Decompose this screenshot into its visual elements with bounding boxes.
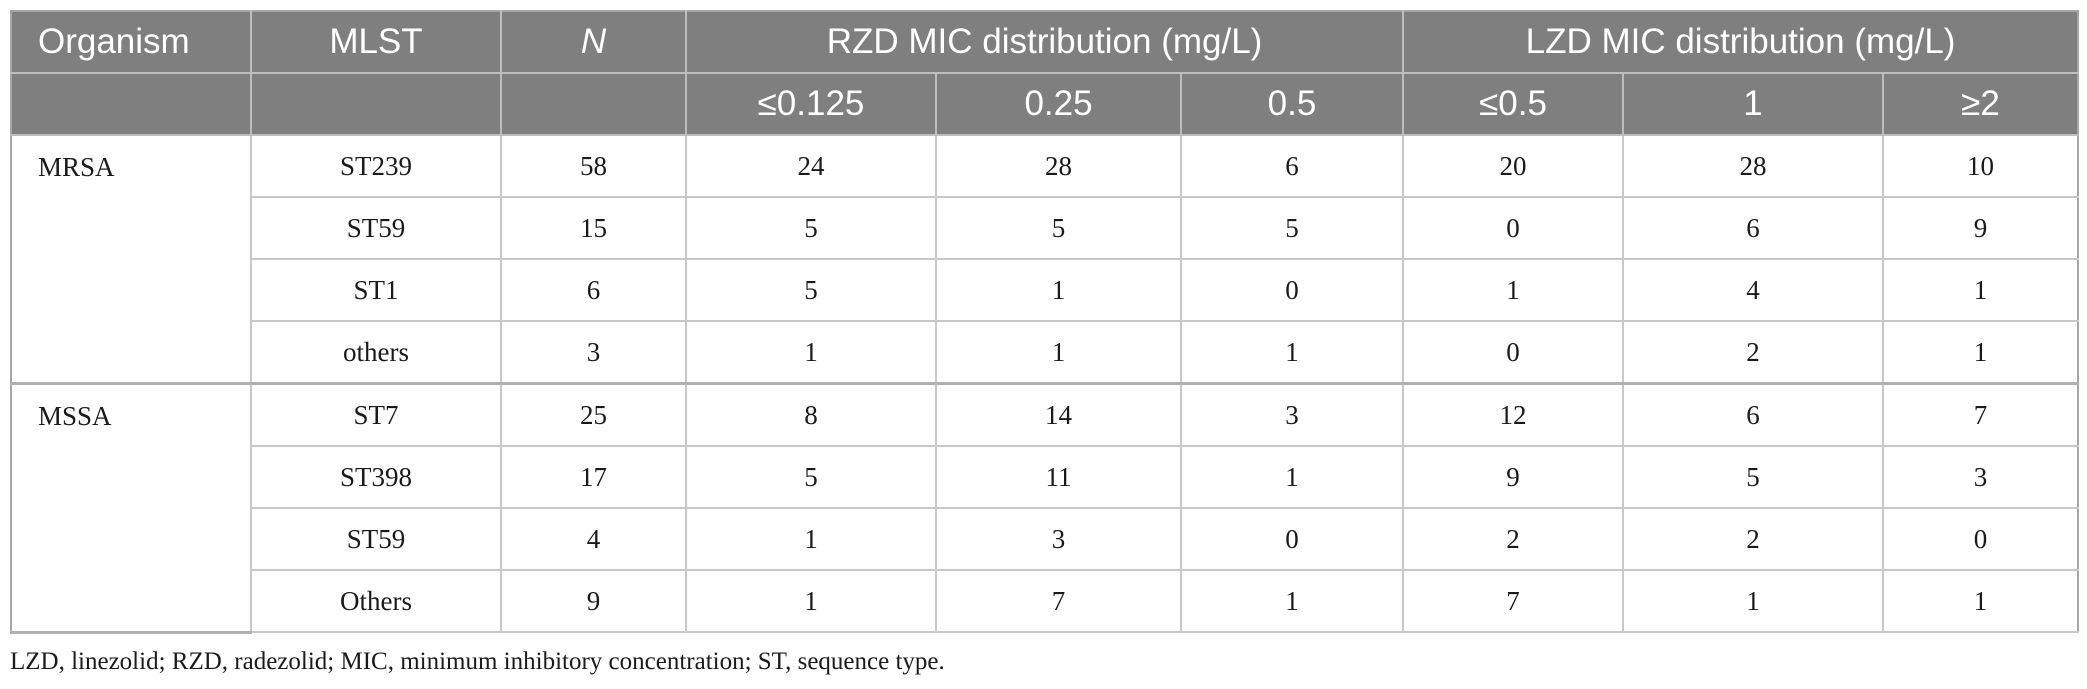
table-row: MRSA ST239 58 24 28 6 20 28 10 [11, 135, 2079, 385]
n-cell: 4 [500, 508, 686, 571]
value-cell: 10 [1882, 135, 2079, 198]
value-cell: 1 [935, 259, 1181, 322]
header-lzd-le-05: ≤0.5 [1402, 73, 1624, 136]
value-cell: 11 [935, 446, 1181, 509]
value-cell: 9 [1402, 446, 1624, 509]
header-rzd-le-0125: ≤0.125 [685, 73, 936, 136]
mlst-cell: ST59 [250, 508, 501, 571]
value-cell: 7 [935, 570, 1181, 633]
value-cell: 28 [1622, 135, 1884, 198]
mlst-cell: others [250, 321, 501, 385]
value-cell: 5 [935, 197, 1181, 260]
value-cell: 0 [1179, 259, 1404, 322]
header-rzd-05: 0.5 [1179, 73, 1404, 136]
value-cell: 6 [1622, 383, 1884, 447]
header-row-1: Organism MLST N RZD MIC distribution (mg… [11, 11, 2079, 74]
value-cell: 5 [1179, 197, 1404, 260]
table-row: others 3 1 1 1 0 2 1 [11, 321, 2079, 385]
value-cell: 1 [1882, 259, 2079, 322]
value-cell: 6 [1179, 135, 1404, 198]
value-cell: 3 [935, 508, 1181, 571]
header-rzd-group: RZD MIC distribution (mg/L) [684, 11, 1404, 74]
value-cell: 12 [1402, 383, 1624, 447]
value-cell: 6 [1622, 197, 1884, 260]
header-blank [11, 73, 251, 136]
value-cell: 5 [685, 259, 936, 322]
header-organism: Organism [11, 11, 251, 74]
n-cell: 25 [500, 383, 686, 447]
value-cell: 5 [685, 446, 936, 509]
value-cell: 1 [685, 321, 936, 385]
header-lzd-1: 1 [1622, 73, 1884, 136]
value-cell: 1 [935, 321, 1181, 385]
value-cell: 20 [1402, 135, 1624, 198]
n-cell: 58 [500, 135, 686, 198]
value-cell: 2 [1622, 321, 1884, 385]
table-row: ST1 6 5 1 0 1 4 1 [11, 259, 2079, 322]
mic-table-container: Organism MLST N RZD MIC distribution (mg… [10, 10, 2080, 634]
n-cell: 6 [500, 259, 686, 322]
value-cell: 7 [1402, 570, 1624, 633]
value-cell: 5 [685, 197, 936, 260]
value-cell: 0 [1402, 197, 1624, 260]
table-row: ST59 4 1 3 0 2 2 0 [11, 508, 2079, 571]
table-row: ST59 15 5 5 5 0 6 9 [11, 197, 2079, 260]
value-cell: 1 [1882, 321, 2079, 385]
mlst-cell: Others [250, 570, 501, 633]
value-cell: 1 [1179, 570, 1404, 633]
value-cell: 3 [1882, 446, 2079, 509]
n-cell: 9 [500, 570, 686, 633]
mic-distribution-table: Organism MLST N RZD MIC distribution (mg… [10, 10, 2080, 634]
value-cell: 5 [1622, 446, 1884, 509]
value-cell: 1 [685, 508, 936, 571]
value-cell: 3 [1179, 383, 1404, 447]
organism-cell: MSSA [11, 383, 251, 634]
mlst-cell: ST1 [250, 259, 501, 322]
value-cell: 1 [685, 570, 936, 633]
table-body: MRSA ST239 58 24 28 6 20 28 10 ST59 15 5… [11, 135, 2079, 634]
mlst-cell: ST7 [250, 383, 501, 447]
mlst-cell: ST59 [250, 197, 501, 260]
n-cell: 3 [500, 321, 686, 385]
header-blank [250, 73, 501, 136]
table-row: MSSA ST7 25 8 14 3 12 6 7 [11, 383, 2079, 634]
value-cell: 1 [1882, 570, 2079, 633]
value-cell: 8 [685, 383, 936, 447]
value-cell: 2 [1622, 508, 1884, 571]
value-cell: 7 [1882, 383, 2079, 447]
table-footnote: LZD, linezolid; RZD, radezolid; MIC, min… [10, 648, 945, 675]
mlst-cell: ST398 [250, 446, 501, 509]
table-row: Others 9 1 7 1 7 1 1 [11, 570, 2079, 633]
mlst-cell: ST239 [250, 135, 501, 198]
value-cell: 9 [1882, 197, 2079, 260]
organism-cell: MRSA [11, 135, 251, 385]
value-cell: 24 [685, 135, 936, 198]
value-cell: 0 [1882, 508, 2079, 571]
value-cell: 1 [1402, 259, 1624, 322]
header-row-2: ≤0.125 0.25 0.5 ≤0.5 1 ≥2 [11, 73, 2079, 136]
n-cell: 17 [500, 446, 686, 509]
header-lzd-group: LZD MIC distribution (mg/L) [1402, 11, 2079, 74]
header-mlst: MLST [250, 11, 501, 74]
value-cell: 2 [1402, 508, 1624, 571]
header-blank [500, 73, 686, 136]
value-cell: 14 [935, 383, 1181, 447]
n-cell: 15 [500, 197, 686, 260]
value-cell: 0 [1179, 508, 1404, 571]
value-cell: 4 [1622, 259, 1884, 322]
header-lzd-ge-2: ≥2 [1882, 73, 2079, 136]
value-cell: 1 [1179, 446, 1404, 509]
header-rzd-025: 0.25 [935, 73, 1181, 136]
header-n: N [500, 11, 686, 74]
value-cell: 1 [1179, 321, 1404, 385]
table-row: ST398 17 5 11 1 9 5 3 [11, 446, 2079, 509]
table-header: Organism MLST N RZD MIC distribution (mg… [11, 11, 2079, 136]
value-cell: 28 [935, 135, 1181, 198]
value-cell: 1 [1622, 570, 1884, 633]
value-cell: 0 [1402, 321, 1624, 385]
